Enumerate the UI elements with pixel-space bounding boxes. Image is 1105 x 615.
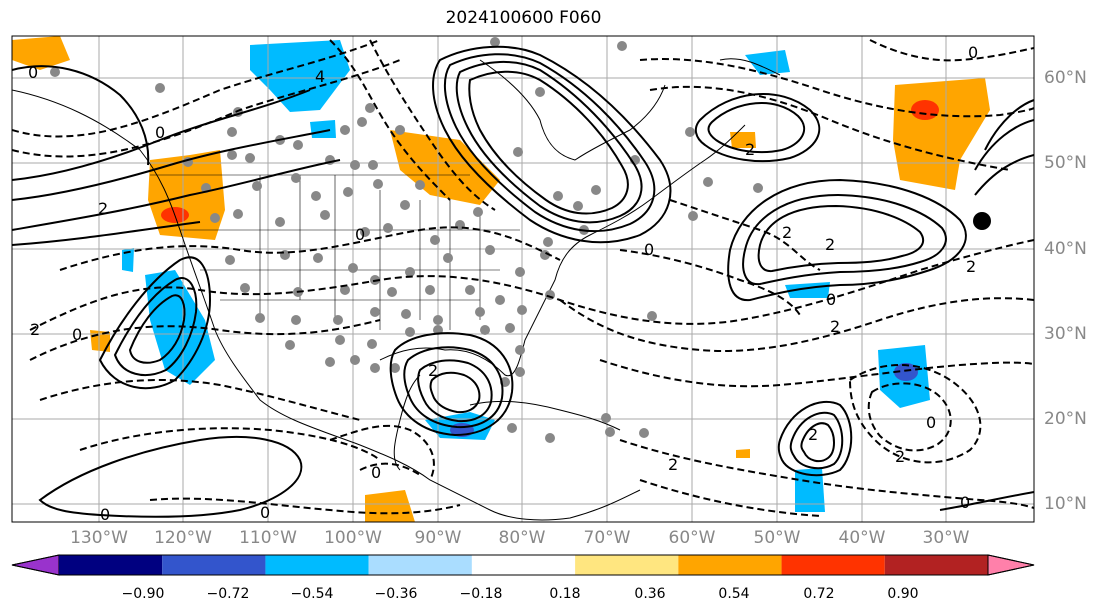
contour-label: 0 [826, 290, 836, 309]
contour-label: 0 [355, 225, 365, 244]
lon-label: 40°W [838, 528, 886, 548]
lat-label: 40°N [1044, 239, 1087, 259]
contour-labels: 0 4 2 0 0 2 0 0 0 0 2 2 2 0 2 0 2 0 2 0 … [28, 43, 978, 524]
contour-label: 0 [371, 463, 381, 482]
contour-label: 0 [926, 413, 936, 432]
colorbar-segment [781, 555, 885, 575]
contour-label: 0 [72, 325, 82, 344]
colorbar-tick-label: 0.90 [887, 586, 919, 602]
colorbar-tick-label: −0.90 [121, 586, 165, 602]
contour-label: 2 [808, 425, 818, 444]
shade-orange-atlantic-n [730, 132, 756, 148]
colorbar-segment [368, 555, 472, 575]
contour-label: 0 [960, 493, 970, 512]
colorbar-segment [162, 555, 266, 575]
colorbar-tick-label: −0.18 [459, 586, 503, 602]
colorbar-segment [59, 555, 163, 575]
lon-label: 50°W [753, 528, 801, 548]
map-frame [11, 35, 1035, 523]
lat-label: 30°N [1044, 324, 1087, 344]
contour-label: 2 [895, 447, 905, 466]
colorbar-segment [884, 555, 988, 575]
contour-label: 2 [745, 140, 755, 159]
shade-orange-nw [12, 36, 70, 70]
lon-label: 130°W [70, 528, 128, 548]
solid-contours [12, 45, 1034, 518]
lon-label: 90°W [414, 528, 462, 548]
colorbar-segment [471, 555, 576, 575]
colorbar-tick-label: 0.54 [718, 586, 750, 602]
shade-darkblue-atlantic-e [894, 363, 918, 381]
contour-label: 0 [644, 240, 654, 259]
contour-label: 2 [830, 317, 840, 336]
contour-label: 2 [966, 257, 976, 276]
coastlines [12, 58, 781, 521]
contour-label: 2 [825, 235, 835, 254]
contour-label: 0 [260, 503, 270, 522]
colorbar-tick-label: 0.18 [549, 586, 581, 602]
colorbar-extend-high [987, 554, 1035, 576]
colorbar-segment [575, 555, 679, 575]
shade-blue-atlantic-n [745, 50, 790, 75]
lon-label: 70°W [583, 528, 631, 548]
shade-orange-cent-am [365, 490, 415, 522]
lon-label: 80°W [498, 528, 546, 548]
shade-red-ne [911, 100, 939, 120]
shade-orange-atlantic-s [736, 449, 750, 458]
lon-label: 100°W [324, 528, 382, 548]
figure-title: 2024100600 F060 [445, 8, 602, 28]
shade-blue-west-small [122, 248, 134, 272]
colorbar-tick-label: 0.36 [634, 586, 666, 602]
colorbar-extend-low [11, 554, 60, 576]
colorbar-outline [11, 554, 1035, 576]
contour-label: 0 [155, 123, 165, 142]
contour-label: 2 [668, 455, 678, 474]
lat-label: 60°N [1044, 68, 1087, 88]
shade-blue-pacific [145, 270, 215, 385]
lat-label: 20°N [1044, 409, 1087, 429]
lon-label: 30°W [922, 528, 970, 548]
lat-label: 50°N [1044, 153, 1087, 173]
lon-label: 110°W [239, 528, 297, 548]
colorbar-tick-label: −0.54 [290, 586, 334, 602]
shade-blue-atlantic-s [795, 468, 825, 512]
colorbar-tick-label: −0.72 [206, 586, 250, 602]
shade-orange-great-lakes [390, 130, 500, 205]
colorbar-segment [678, 555, 782, 575]
colorbar-tick-label: 0.72 [803, 586, 835, 602]
contour-label: 2 [98, 199, 108, 218]
shade-blue-canada-small [310, 120, 336, 138]
contour-label: 2 [30, 320, 40, 339]
contour-label: 0 [968, 43, 978, 62]
contour-label: 0 [100, 505, 110, 524]
contour-label: 0 [28, 63, 38, 82]
storm-marker [973, 212, 991, 230]
lat-label: 10°N [1044, 494, 1087, 514]
colorbar-tick-label: −0.36 [374, 586, 418, 602]
contour-label: 2 [428, 361, 438, 380]
colorbar [11, 554, 1035, 576]
lon-label: 120°W [154, 528, 212, 548]
colorbar-segment [265, 555, 369, 575]
dashed-contours [12, 39, 1034, 517]
contour-label: 2 [782, 223, 792, 242]
lon-label: 60°W [668, 528, 716, 548]
contour-label: 4 [315, 67, 325, 86]
